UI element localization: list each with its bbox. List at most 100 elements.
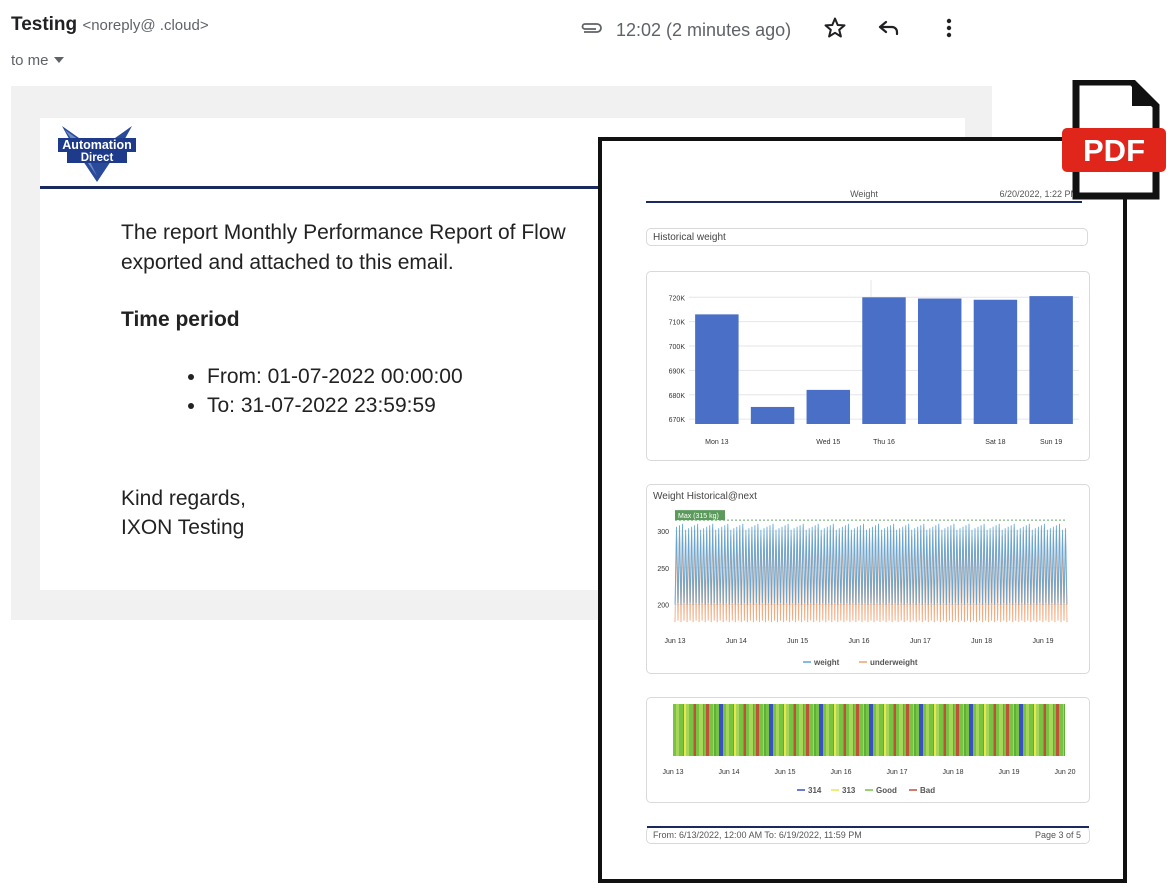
status-stripe <box>896 704 899 756</box>
status-stripe <box>749 704 753 756</box>
pdf-badge-text: PDF <box>1083 133 1145 168</box>
status-stripe <box>774 704 776 756</box>
status-stripe <box>1004 704 1006 756</box>
status-stripe <box>759 704 763 756</box>
status-stripe <box>1019 704 1023 756</box>
status-stripe <box>913 704 914 756</box>
status-stripe <box>779 704 783 756</box>
status-stripe <box>784 704 786 756</box>
status-stripe <box>933 704 934 756</box>
status-stripe <box>693 704 694 756</box>
bar <box>750 406 795 424</box>
status-stripe <box>1053 704 1054 756</box>
status-stripe <box>794 704 796 756</box>
status-stripe <box>934 704 936 756</box>
bar <box>862 297 906 424</box>
status-stripe <box>753 704 754 756</box>
pdf-page-preview[interactable]: Weight 6/20/2022, 1:22 PM Historical wei… <box>598 137 1127 883</box>
x-tick-label: Jun 19 <box>1032 638 1053 645</box>
status-stripe <box>894 704 896 756</box>
status-stripe <box>1024 704 1026 756</box>
body-line-1: The report Monthly Performance Report of… <box>121 221 566 244</box>
status-stripe <box>803 704 804 756</box>
message-body: The report Monthly Performance Report of… <box>121 218 601 278</box>
status-stripe <box>674 704 676 756</box>
status-stripe <box>919 704 923 756</box>
status-stripe <box>703 704 704 756</box>
recipient-toggle[interactable]: to me <box>11 52 65 69</box>
status-stripe <box>903 704 904 756</box>
pdf-section-title: Historical weight <box>646 228 1088 246</box>
bar <box>695 314 739 424</box>
reply-icon[interactable] <box>877 16 901 45</box>
status-stripe <box>854 704 856 756</box>
logo-divider <box>40 186 600 189</box>
status-stripe <box>914 704 916 756</box>
status-stripe <box>996 704 999 756</box>
status-stripe <box>923 704 924 756</box>
status-stripe <box>976 704 979 756</box>
sign-off: Kind regards, IXON Testing <box>121 484 246 542</box>
x-tick-label: Sun 19 <box>1040 439 1062 446</box>
status-stripe <box>876 704 879 756</box>
pdf-footer-range: From: 6/13/2022, 12:00 AM To: 6/19/2022,… <box>653 830 862 840</box>
signature-text: IXON Testing <box>121 516 245 539</box>
status-stripe <box>983 704 984 756</box>
status-stripe <box>754 704 756 756</box>
status-stripe <box>1059 704 1063 756</box>
bar <box>973 299 1018 424</box>
status-stripe <box>783 704 784 756</box>
status-stripe <box>926 704 929 756</box>
status-stripe <box>883 704 884 756</box>
more-vert-icon[interactable] <box>945 16 953 45</box>
status-stripe <box>786 704 789 756</box>
legend-label: Bad <box>920 786 935 795</box>
status-stripe <box>673 704 674 756</box>
status-stripe <box>999 704 1003 756</box>
status-stripe <box>819 704 823 756</box>
pdf-footer-rule <box>647 826 1089 828</box>
status-stripe <box>974 704 976 756</box>
status-stripe <box>1003 704 1004 756</box>
time-period-heading: Time period <box>121 308 240 331</box>
status-stripe <box>954 704 956 756</box>
status-stripe <box>1054 704 1056 756</box>
status-stripe <box>856 704 859 756</box>
status-stripe <box>746 704 749 756</box>
x-tick-label: Jun 18 <box>942 769 963 776</box>
status-stripe <box>893 704 894 756</box>
status-stripe <box>836 704 839 756</box>
legend-label: 313 <box>842 786 856 795</box>
status-stripe <box>739 704 743 756</box>
status-stripe <box>1023 704 1024 756</box>
status-stripe <box>726 704 729 756</box>
weight-line-chart-svg: Weight Historical@next 300 250 200 Max (315 … <box>653 491 1068 667</box>
x-tick-label: Jun 16 <box>848 638 869 645</box>
x-tick-label: Mon 13 <box>705 439 728 446</box>
status-stripe <box>724 704 726 756</box>
status-stripe <box>864 704 866 756</box>
status-stripe <box>1006 704 1009 756</box>
status-stripe <box>769 704 773 756</box>
sender-name[interactable]: Testing <box>11 14 78 35</box>
status-stripe <box>936 704 939 756</box>
status-stripe <box>873 704 874 756</box>
status-stripe <box>804 704 806 756</box>
status-stripe <box>939 704 943 756</box>
status-stripe <box>834 704 836 756</box>
pdf-header: Weight 6/20/2022, 1:22 PM <box>646 187 1082 203</box>
status-stripe <box>696 704 699 756</box>
status-stripe <box>909 704 913 756</box>
pdf-footer: From: 6/13/2022, 12:00 AM To: 6/19/2022,… <box>646 826 1090 844</box>
bar <box>917 298 962 424</box>
status-stripe <box>714 704 716 756</box>
status-stripe <box>1064 704 1065 756</box>
y-tick-label: 250 <box>657 566 669 573</box>
max-annotation-bg <box>675 510 725 521</box>
status-stripe <box>969 704 973 756</box>
star-icon[interactable] <box>823 16 847 45</box>
status-stripe <box>743 704 744 756</box>
status-stripe <box>906 704 909 756</box>
y-tick-label: 670K <box>669 417 686 424</box>
dropdown-icon[interactable] <box>53 52 65 69</box>
